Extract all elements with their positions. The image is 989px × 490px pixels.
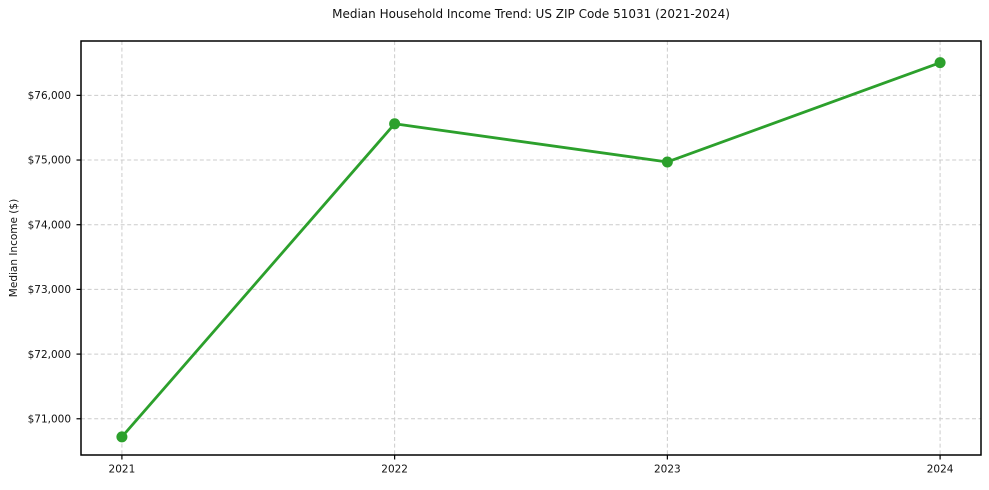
data-point-marker bbox=[389, 118, 401, 130]
y-tick-label: $71,000 bbox=[28, 413, 71, 425]
data-point-marker bbox=[661, 156, 673, 168]
trend-line bbox=[120, 61, 942, 439]
x-tick-label: 2024 bbox=[927, 464, 954, 476]
y-tick-label: $74,000 bbox=[28, 219, 71, 231]
x-tick-label: 2023 bbox=[654, 464, 681, 476]
y-tick-label: $73,000 bbox=[28, 284, 71, 296]
chart-title: Median Household Income Trend: US ZIP Co… bbox=[332, 7, 730, 21]
x-tick-label: 2022 bbox=[381, 464, 408, 476]
y-tick-label: $75,000 bbox=[28, 155, 71, 167]
plot-border bbox=[80, 40, 982, 456]
data-point-marker bbox=[116, 431, 128, 443]
x-tick-label: 2021 bbox=[109, 464, 136, 476]
y-tick-label: $72,000 bbox=[28, 349, 71, 361]
data-point-marker bbox=[934, 57, 946, 69]
y-tick-label: $76,000 bbox=[28, 90, 71, 102]
